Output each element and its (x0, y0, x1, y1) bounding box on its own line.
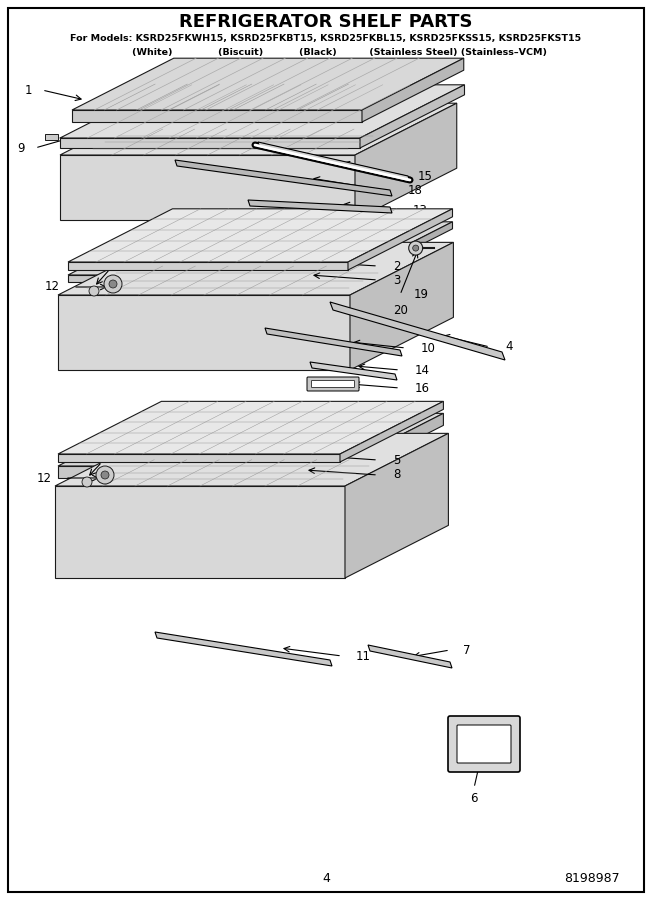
Polygon shape (348, 209, 452, 270)
Polygon shape (310, 362, 397, 380)
Polygon shape (60, 138, 360, 148)
Circle shape (101, 471, 109, 479)
Text: 15: 15 (418, 169, 433, 183)
Polygon shape (68, 221, 452, 275)
Text: 1: 1 (25, 84, 32, 96)
Circle shape (413, 245, 419, 251)
Text: 8198987: 8198987 (565, 871, 620, 885)
Polygon shape (248, 200, 392, 213)
Text: 19: 19 (414, 289, 429, 302)
Text: For Models: KSRD25FKWH15, KSRD25FKBT15, KSRD25FKBL15, KSRD25FKSS15, KSRD25FKST15: For Models: KSRD25FKWH15, KSRD25FKBT15, … (70, 33, 582, 42)
Polygon shape (350, 242, 453, 370)
Polygon shape (258, 142, 410, 182)
Polygon shape (58, 466, 340, 478)
Text: 4: 4 (505, 340, 512, 354)
Text: 10: 10 (421, 341, 436, 355)
Polygon shape (348, 221, 452, 282)
Polygon shape (72, 110, 362, 122)
Text: 7: 7 (463, 644, 471, 656)
Circle shape (409, 241, 422, 255)
Polygon shape (360, 85, 464, 148)
Circle shape (104, 275, 122, 293)
Polygon shape (58, 401, 443, 454)
Polygon shape (368, 645, 452, 668)
Circle shape (96, 466, 114, 484)
Polygon shape (72, 58, 464, 110)
FancyBboxPatch shape (448, 716, 520, 772)
Polygon shape (175, 160, 392, 196)
Text: 18: 18 (408, 184, 423, 197)
Text: 16: 16 (415, 382, 430, 394)
Text: (White)              (Biscuit)           (Black)          (Stainless Steel) (Sta: (White) (Biscuit) (Black) (Stainless Ste… (106, 48, 546, 57)
Circle shape (89, 286, 99, 296)
Polygon shape (58, 242, 453, 295)
Polygon shape (68, 275, 348, 282)
FancyBboxPatch shape (312, 381, 355, 388)
Polygon shape (60, 85, 464, 138)
Text: 12: 12 (37, 472, 52, 484)
Text: 13: 13 (413, 203, 428, 217)
Polygon shape (155, 632, 332, 666)
Text: 9: 9 (18, 141, 25, 155)
Polygon shape (340, 413, 443, 478)
FancyBboxPatch shape (457, 725, 511, 763)
Text: 20: 20 (393, 303, 408, 317)
Polygon shape (55, 434, 449, 486)
Text: 5: 5 (393, 454, 400, 466)
Polygon shape (58, 295, 350, 370)
Text: 3: 3 (393, 274, 400, 286)
Polygon shape (265, 328, 402, 356)
FancyBboxPatch shape (307, 377, 359, 391)
Polygon shape (60, 104, 457, 155)
Circle shape (109, 280, 117, 288)
Polygon shape (68, 209, 452, 262)
Polygon shape (355, 104, 457, 220)
Circle shape (82, 477, 92, 487)
Text: 8: 8 (393, 469, 400, 482)
Text: 2: 2 (393, 259, 400, 273)
Polygon shape (362, 58, 464, 122)
Text: 11: 11 (356, 650, 371, 662)
Text: REFRIGERATOR SHELF PARTS: REFRIGERATOR SHELF PARTS (179, 13, 473, 31)
Text: 17: 17 (120, 258, 135, 272)
Text: 4: 4 (322, 871, 330, 885)
Polygon shape (45, 134, 58, 140)
Polygon shape (345, 434, 449, 578)
Polygon shape (330, 302, 505, 360)
Polygon shape (60, 155, 355, 220)
Text: 6: 6 (470, 791, 478, 805)
Polygon shape (340, 401, 443, 462)
Polygon shape (58, 413, 443, 466)
Text: 17: 17 (112, 452, 127, 464)
Polygon shape (68, 262, 348, 270)
Polygon shape (55, 486, 345, 578)
Text: 12: 12 (45, 281, 60, 293)
Polygon shape (58, 454, 340, 462)
Text: 14: 14 (415, 364, 430, 376)
